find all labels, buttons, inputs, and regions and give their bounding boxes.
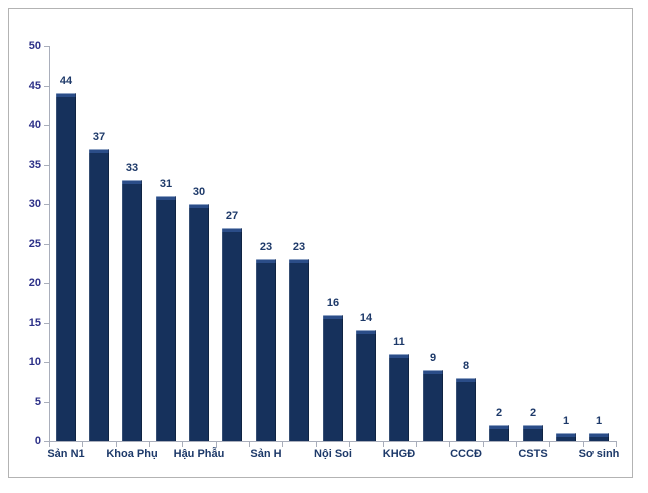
bar: [523, 425, 543, 441]
bar: [256, 259, 276, 441]
bar-value-label: 1: [595, 415, 603, 427]
x-tick: [549, 442, 550, 447]
y-tick-label: 35: [28, 159, 41, 171]
bar: [289, 259, 309, 441]
x-tick: [516, 442, 517, 447]
x-tick: [483, 442, 484, 447]
x-tick-label: CCCĐ: [450, 448, 482, 460]
y-tick-label: 30: [28, 198, 41, 210]
y-axis-line: [49, 46, 50, 442]
x-tick: [349, 442, 350, 447]
y-tick: [44, 86, 49, 87]
y-tick: [44, 165, 49, 166]
x-tick: [249, 442, 250, 447]
bar-chart-plot-area: 0 5 10 15 20 25 30 35 40 45 50 44 37 33 31 30 27 23 23 16 14…: [9, 9, 632, 477]
y-tick: [44, 362, 49, 363]
bar-value-label: 8: [462, 360, 470, 372]
bar-value-label: 2: [529, 407, 537, 419]
bar: [89, 149, 109, 441]
y-tick: [44, 441, 49, 442]
x-tick: [149, 442, 150, 447]
bar-value-label: 23: [292, 241, 306, 253]
bar: [489, 425, 509, 441]
x-tick: [49, 442, 50, 447]
y-tick-label: 0: [34, 435, 41, 447]
bar-value-label: 30: [192, 186, 206, 198]
x-tick: [316, 442, 317, 447]
x-tick: [583, 442, 584, 447]
x-tick: [82, 442, 83, 447]
chart-frame: 0 5 10 15 20 25 30 35 40 45 50 44 37 33 31 30 27 23 23 16 14…: [8, 8, 633, 478]
bar: [222, 228, 242, 441]
bar: [356, 330, 376, 441]
x-tick: [449, 442, 450, 447]
x-tick-label: KHGĐ: [382, 448, 416, 460]
y-tick-label: 5: [34, 396, 41, 408]
y-tick: [44, 46, 49, 47]
bar: [423, 370, 443, 441]
bar-value-label: 37: [92, 131, 106, 143]
bar: [389, 354, 409, 441]
bar-value-label: 2: [495, 407, 503, 419]
x-tick: [416, 442, 417, 447]
x-tick-label: Sơ sinh: [578, 448, 620, 460]
y-tick: [44, 204, 49, 205]
bar-value-label: 27: [225, 210, 239, 222]
x-tick-label: Nội Soi: [314, 448, 352, 460]
bar: [189, 204, 209, 441]
y-tick-label: 25: [28, 238, 41, 250]
y-tick: [44, 323, 49, 324]
x-tick-label: Hậu Phẫu: [173, 448, 225, 460]
x-tick: [116, 442, 117, 447]
x-tick: [616, 442, 617, 447]
x-axis-line: [49, 441, 617, 442]
bar: [156, 196, 176, 441]
x-tick: [216, 442, 217, 447]
bar-value-label: 16: [326, 297, 340, 309]
y-tick-label: 20: [28, 277, 41, 289]
bar: [122, 180, 142, 441]
x-tick: [383, 442, 384, 447]
y-tick-label: 50: [28, 40, 41, 52]
bar: [589, 433, 609, 441]
bar: [56, 93, 76, 441]
bar: [456, 378, 476, 441]
bar-value-label: 23: [259, 241, 273, 253]
y-tick: [44, 283, 49, 284]
y-tick: [44, 125, 49, 126]
bar: [323, 315, 343, 441]
y-tick: [44, 244, 49, 245]
y-tick-label: 40: [28, 119, 41, 131]
bar-value-label: 33: [125, 162, 139, 174]
x-tick: [182, 442, 183, 447]
y-tick-label: 45: [28, 80, 41, 92]
bar-value-label: 1: [562, 415, 570, 427]
y-tick-label: 15: [28, 317, 41, 329]
x-tick-label: Khoa Phụ: [106, 448, 158, 460]
x-tick: [282, 442, 283, 447]
bar-value-label: 11: [393, 336, 405, 348]
bar: [556, 433, 576, 441]
bar-value-label: 14: [359, 312, 373, 324]
bar-value-label: 31: [159, 178, 173, 190]
y-tick-label: 10: [28, 356, 41, 368]
bar-value-label: 9: [429, 352, 437, 364]
x-tick-label: Sản H: [250, 448, 282, 460]
bar-value-label: 44: [59, 75, 73, 87]
y-tick: [44, 402, 49, 403]
x-tick-label: CSTS: [518, 448, 548, 460]
x-tick-label: Sản N1: [47, 448, 85, 460]
